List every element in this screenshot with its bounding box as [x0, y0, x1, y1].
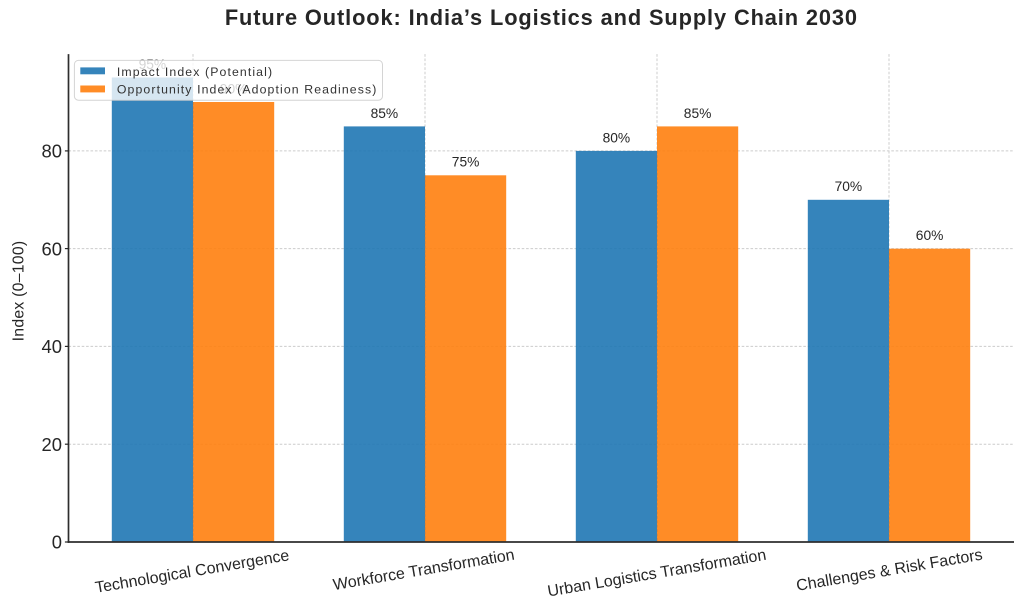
svg-text:Index (0–100): Index (0–100): [11, 241, 28, 342]
svg-text:40: 40: [42, 336, 62, 357]
svg-text:60%: 60%: [916, 228, 944, 243]
svg-text:Technological Convergence: Technological Convergence: [94, 547, 291, 597]
svg-text:80: 80: [42, 141, 62, 162]
svg-text:85%: 85%: [371, 106, 399, 121]
svg-text:Opportunity Index (Adoption Re: Opportunity Index (Adoption Readiness): [117, 82, 378, 96]
svg-text:70%: 70%: [835, 179, 863, 194]
svg-text:60: 60: [42, 238, 62, 259]
svg-text:Challenges & Risk Factors: Challenges & Risk Factors: [795, 547, 984, 595]
svg-text:85%: 85%: [684, 106, 712, 121]
svg-text:Workforce Transformation: Workforce Transformation: [332, 547, 516, 594]
svg-text:20: 20: [42, 434, 62, 455]
svg-text:80%: 80%: [603, 130, 631, 145]
svg-text:75%: 75%: [452, 155, 480, 170]
svg-text:Urban Logistics Transformation: Urban Logistics Transformation: [546, 547, 767, 601]
svg-text:Future Outlook: India’s Logist: Future Outlook: India’s Logistics and Su…: [225, 5, 858, 30]
svg-text:0: 0: [52, 532, 62, 553]
svg-text:Impact Index (Potential): Impact Index (Potential): [117, 65, 273, 79]
